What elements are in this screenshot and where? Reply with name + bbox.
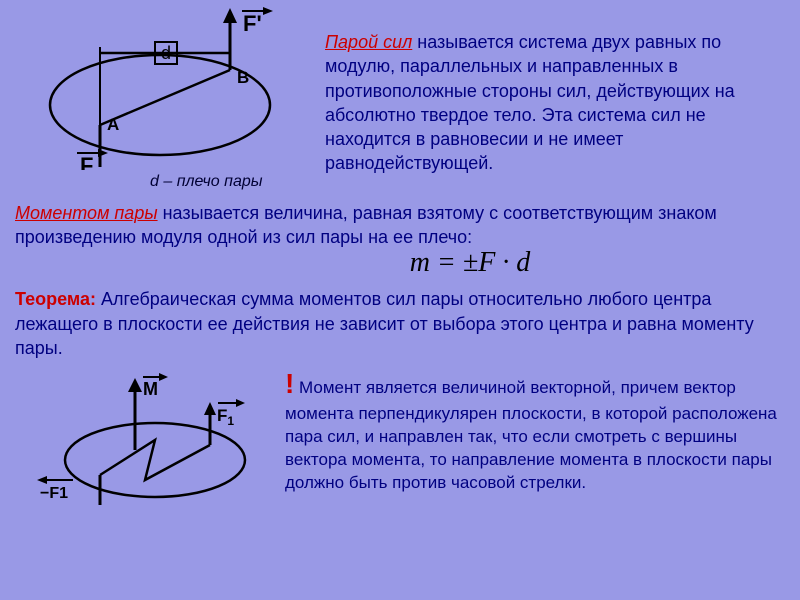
theorem-label: Теорема: [15,289,96,309]
diagram1-caption: d – плечо пары [150,173,325,191]
label-negF1: −F1 [40,485,68,502]
theorem-text: Алгебраическая сумма моментов сил пары о… [15,289,754,358]
label-F1: F1 [217,406,234,428]
note-lead: Момент [294,378,366,397]
diagram-moment-vector: M F1 −F1 [15,365,285,515]
label-F: F [80,153,93,170]
moment-vector-note: ! Момент является величиной векторной, п… [285,365,785,515]
term-moment: Моментом пары [15,203,158,223]
moment-formula: m = ±F · d [155,244,785,282]
term-couple: Парой сил [325,32,412,52]
diagram1-svg: d F' F A B [15,5,305,170]
diagram-couple-forces: d F' F A B d – плечо пары [15,5,325,191]
diagram2-svg: M F1 −F1 [35,370,265,510]
definition-couple: Парой сил называется система двух равных… [325,5,785,191]
label-d: d [161,43,171,63]
label-A: A [107,115,119,134]
label-M: M [143,379,158,399]
moment-definition: Моментом пары называется величина, равна… [0,201,800,281]
note-exclaim: ! [285,368,294,399]
definition-text: называется система двух равных по модулю… [325,32,735,173]
label-B: B [237,68,249,87]
label-F-prime: F' [243,11,262,36]
theorem-block: Теорема: Алгебраическая сумма моментов с… [0,281,800,360]
